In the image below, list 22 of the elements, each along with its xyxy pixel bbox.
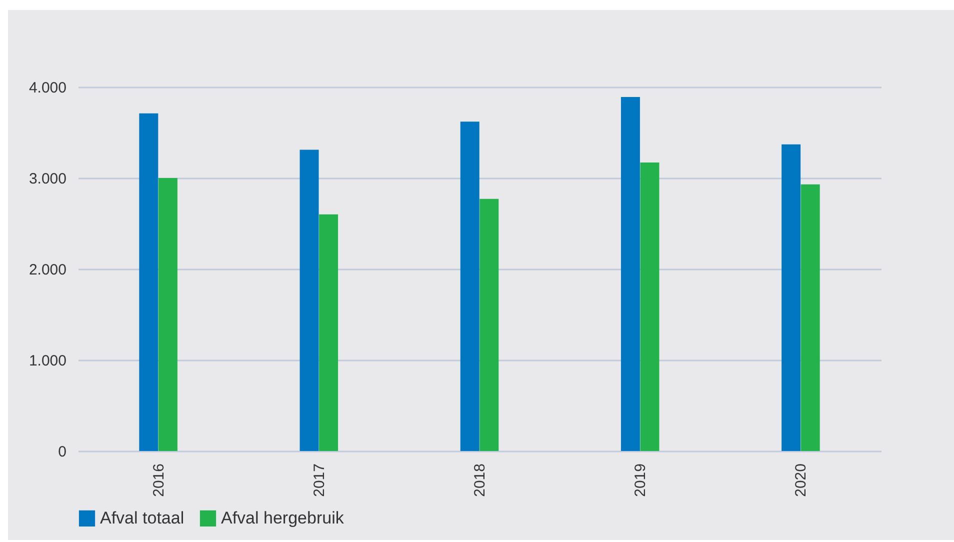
y-tick-label: 4.000 [28,80,66,96]
bar [640,162,660,451]
bar [158,178,178,451]
x-tick-label: 2019 [632,464,650,497]
y-tick-label: 1.000 [28,352,66,370]
x-tick-label: 2018 [472,464,488,497]
y-tick-label: 0 [58,444,66,460]
bar [460,122,480,451]
bar [480,198,499,451]
x-tick-label: 2017 [310,464,328,497]
bar [620,97,640,451]
x-tick-label: 2020 [792,464,810,497]
legend-label: Afval totaal [100,508,184,528]
bar [319,214,338,451]
bar [300,150,319,451]
y-tick-label: 2.000 [28,262,66,278]
bar [782,144,801,451]
bar [139,113,158,451]
y-tick-label: 3.000 [28,170,66,188]
legend-label: Afval hergebruik [221,508,344,528]
bar [800,184,820,451]
x-tick-label: 2016 [150,464,168,497]
